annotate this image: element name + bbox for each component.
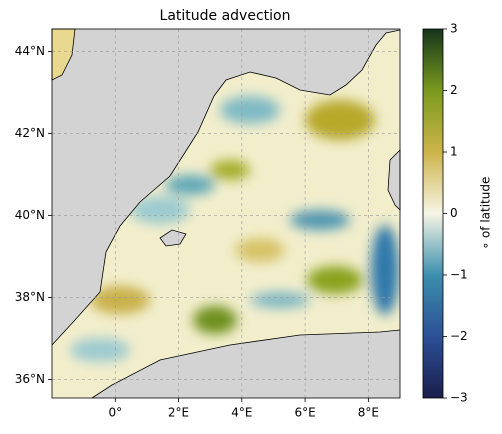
colorbar-tick-label: −3 — [450, 391, 468, 405]
colorbar-tick-label: 0 — [450, 206, 458, 220]
x-tick-label: 6°E — [294, 406, 315, 420]
colorbar-tick-label: 2 — [450, 83, 458, 97]
chart-title: Latitude advection — [160, 8, 291, 24]
x-tick-label: 8°E — [358, 406, 379, 420]
y-tick-label: 42°N — [15, 126, 45, 140]
x-tick-label: 4°E — [231, 406, 252, 420]
y-tick-label: 38°N — [15, 290, 45, 304]
y-tick-label: 36°N — [15, 372, 45, 386]
colorbar — [422, 28, 444, 399]
x-tick-label: 0° — [108, 406, 122, 420]
axes-frame — [51, 28, 401, 399]
colorbar-tick-label: −2 — [450, 329, 468, 343]
colorbar-tick-label: 1 — [450, 145, 458, 159]
colorbar-tick-label: −1 — [450, 268, 468, 282]
map-area — [51, 28, 401, 399]
colorbar-label: ∘ of latitude — [479, 177, 493, 250]
island — [159, 229, 187, 247]
gridlines — [52, 29, 400, 398]
x-tick-label: 2°E — [168, 406, 189, 420]
y-tick-label: 40°N — [15, 208, 45, 222]
colorbar-tick-label: 3 — [450, 22, 458, 36]
coastline — [51, 29, 401, 399]
y-tick-label: 44°N — [15, 44, 45, 58]
